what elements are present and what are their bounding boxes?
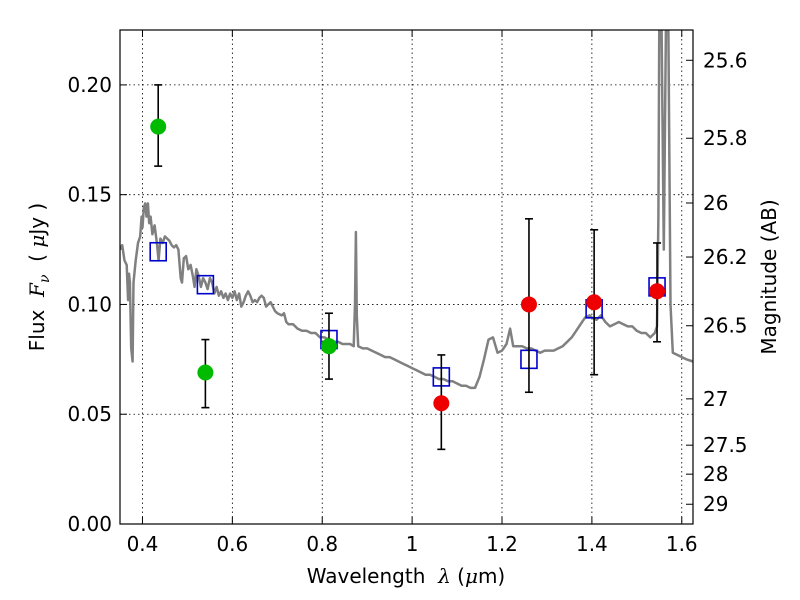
x-tick-label: 0.8: [306, 532, 338, 556]
right-tick-label: 26: [703, 191, 728, 215]
spectrum-line: [120, 30, 693, 390]
observed-infrared-point: [586, 294, 603, 311]
right-tick-label: 25.6: [703, 48, 748, 72]
right-tick-label: 26.2: [703, 245, 748, 269]
tick-layer: 0.4 0.6 0.8 1 1.2 1.4 1.6 0.00 0.05 0.10 0.15 0.20 2…: [67, 30, 748, 556]
plot-frame: [119, 29, 694, 525]
x-tick-label: 0.6: [216, 532, 248, 556]
observed-optical-point: [197, 364, 214, 381]
right-axis-label: Magnitude (AB): [757, 199, 781, 354]
observed-optical-point: [320, 338, 337, 355]
x-tick-label: 0.4: [127, 532, 159, 556]
right-tick-label: 27.5: [703, 433, 748, 457]
y-tick-label: 0.10: [67, 292, 112, 316]
marker-layer: [149, 84, 666, 451]
observed-infrared-point: [433, 395, 450, 412]
y-tick-label: 0.20: [67, 73, 112, 97]
spectrum-layer: [120, 30, 693, 390]
right-tick-label: 29: [703, 492, 728, 516]
x-tick-label: 1.6: [666, 532, 698, 556]
right-tick-label: 26.5: [703, 314, 748, 338]
right-tick-label: 25.8: [703, 126, 748, 150]
y-tick-label: 0.00: [67, 512, 112, 536]
y-tick-label: 0.05: [67, 402, 112, 426]
observed-infrared-point: [649, 283, 666, 300]
x-tick-label: 1.4: [576, 532, 608, 556]
y-axis-label: Flux Fν ( μJy ): [25, 203, 53, 351]
model-square-point: [149, 241, 167, 262]
model-square-point: [196, 274, 215, 295]
right-tick-label: 27: [703, 387, 728, 411]
x-axis-label: Wavelength λ (μm): [307, 564, 506, 588]
observed-optical-point: [150, 118, 167, 135]
x-tick-label: 1: [406, 532, 419, 556]
y-tick-label: 0.15: [67, 183, 112, 207]
right-tick-label: 28: [703, 462, 728, 486]
observed-infrared-point: [520, 296, 537, 313]
x-tick-label: 1.2: [486, 532, 518, 556]
gridlines: [120, 30, 693, 525]
